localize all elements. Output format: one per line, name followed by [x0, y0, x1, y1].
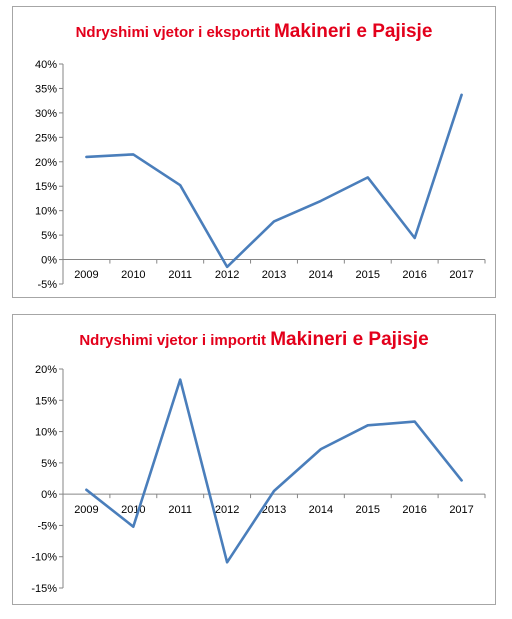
export-chart-title-category: Makineri e Pajisje [273, 21, 433, 42]
export-x-tick-label: 2013 [262, 269, 286, 281]
export-x-tick-label: 2016 [402, 269, 426, 281]
import-series-line [85, 378, 463, 564]
import-x-tick-label: 2015 [356, 504, 380, 516]
export-chart-title: Ndryshimi vjetor i eksportit Makineri e … [13, 21, 495, 43]
export-x-tick-label: 2011 [168, 269, 192, 281]
export-y-tick-label: -5% [37, 279, 57, 291]
import-x-tick-label: 2012 [215, 504, 239, 516]
export-y-tick-label: 35% [35, 83, 57, 95]
export-y-tick-label: 0% [41, 255, 57, 267]
import-x-tick-label: 2013 [262, 504, 286, 516]
export-y-tick-label: 30% [35, 108, 57, 120]
export-x-tick-label: 2010 [121, 269, 145, 281]
export-y-tick-label: 5% [41, 230, 57, 242]
export-y-tick-label: 10% [35, 206, 57, 218]
export-chart: Ndryshimi vjetor i eksportit Makineri e … [12, 6, 496, 298]
export-chart-title-text: Ndryshimi vjetor i eksportit [75, 24, 270, 41]
import-x-tick-label: 2009 [74, 504, 98, 516]
import-y-tick-label: -10% [31, 552, 57, 564]
export-x-tick-label: 2017 [449, 269, 473, 281]
import-chart: Ndryshimi vjetor i importit Makineri e P… [12, 314, 496, 605]
export-y-tick-label: 25% [35, 132, 57, 144]
import-chart-title-text: Ndryshimi vjetor i importit [79, 332, 267, 349]
export-x-tick-label: 2014 [309, 269, 333, 281]
import-chart-title: Ndryshimi vjetor i importit Makineri e P… [13, 329, 495, 351]
import-x-tick-label: 2010 [121, 504, 145, 516]
export-y-tick-label: 20% [35, 157, 57, 169]
export-y-tick-label: 15% [35, 181, 57, 193]
import-y-tick-label: -5% [37, 520, 57, 532]
import-x-tick-label: 2017 [449, 504, 473, 516]
import-x-tick-label: 2014 [309, 504, 333, 516]
import-chart-plot: 20% 15% 10% 5% 0% -5% -10% -15% 2009 2010 2011 2012… [31, 364, 486, 595]
import-y-tick-label: 0% [41, 489, 57, 501]
import-y-tick-label: 5% [41, 458, 57, 470]
export-x-tick-label: 2015 [356, 269, 380, 281]
import-y-tick-label: 20% [35, 364, 57, 376]
import-chart-title-category: Makineri e Pajisje [270, 329, 429, 350]
export-x-tick-label: 2009 [74, 269, 98, 281]
export-y-tick-label: 40% [35, 59, 57, 71]
import-x-tick-label: 2011 [168, 504, 192, 516]
export-series-line [85, 93, 463, 269]
import-y-tick-label: 15% [35, 395, 57, 407]
import-x-tick-label: 2016 [402, 504, 426, 516]
export-x-tick-label: 2012 [215, 269, 239, 281]
import-y-tick-label: -15% [31, 583, 57, 595]
export-chart-plot: 40% 35% 30% 25% 20% 15% 10% 5% 0% -5% 2009 2010 2011… [35, 59, 486, 291]
import-y-tick-label: 10% [35, 427, 57, 439]
